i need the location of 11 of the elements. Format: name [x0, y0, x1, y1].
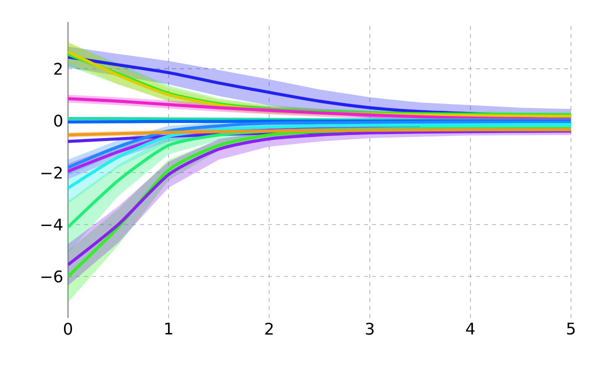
y-tick-label: −6: [41, 270, 62, 283]
y-tick-label: 0: [54, 114, 62, 127]
x-tick-label: 4: [466, 322, 475, 334]
y-tick-label: −2: [41, 166, 62, 179]
x-tick-label: 2: [265, 322, 273, 335]
y-tick-label: −4: [41, 218, 62, 230]
x-tick-label: 5: [567, 322, 575, 335]
x-tick-label: 3: [366, 322, 374, 335]
x-tick-label: 0: [64, 322, 72, 335]
y-tick-label: 2: [54, 62, 62, 75]
x-tick-label: 1: [165, 322, 172, 334]
